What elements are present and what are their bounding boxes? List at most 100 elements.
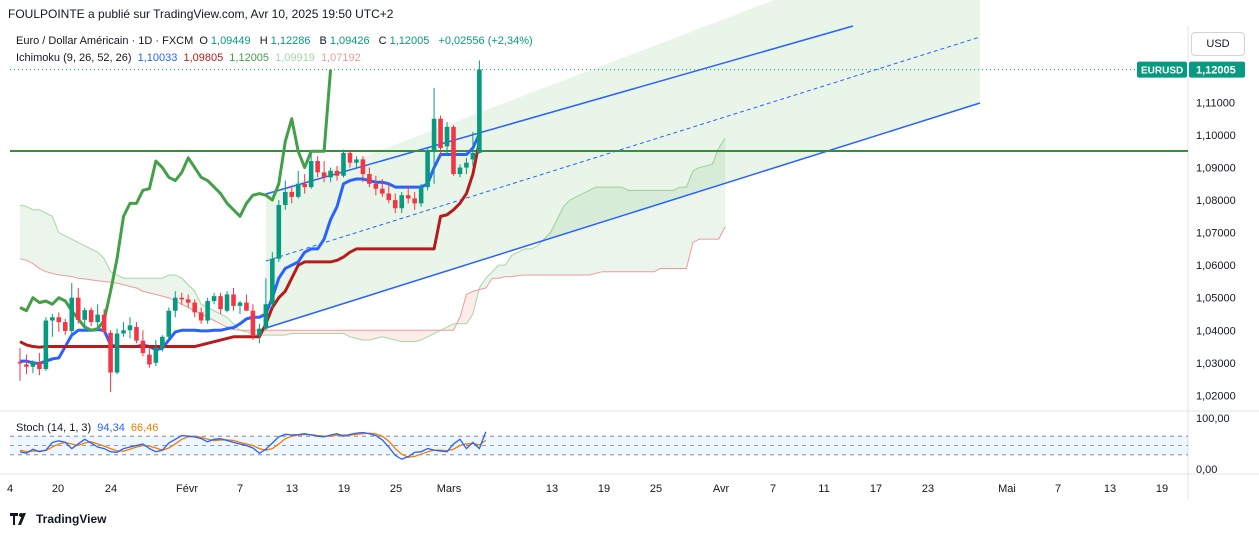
- price-tag-value-bg: [1189, 61, 1245, 78]
- price-tick-label: 1,03000: [1196, 358, 1236, 370]
- cloud-segment: [602, 187, 609, 272]
- stoch-legend: Stoch (14, 1, 3) 94,34 66,46: [16, 422, 161, 434]
- stoch-label[interactable]: Stoch (14, 1, 3): [16, 422, 92, 434]
- candle-body: [451, 126, 456, 175]
- ichimoku-chikou-value: 1,12005: [229, 52, 270, 64]
- cloud-segment: [621, 187, 629, 272]
- candle-body: [147, 354, 152, 365]
- candle-body: [153, 348, 159, 363]
- candle-body: [30, 362, 36, 367]
- candle-body: [386, 193, 392, 201]
- cloud-segment: [557, 206, 564, 275]
- cloud-segment: [511, 252, 519, 277]
- candle-body: [295, 183, 301, 197]
- cloud-segment: [246, 330, 253, 334]
- senkou-b-line: [19, 226, 726, 331]
- candle-body: [270, 258, 275, 305]
- cloud-segment: [518, 248, 525, 276]
- price-tick-label: 1,11000: [1196, 97, 1235, 109]
- time-tick-label: 19: [1156, 483, 1168, 495]
- cloud-segment: [155, 278, 163, 297]
- candle-body: [276, 204, 282, 259]
- candle-body: [347, 152, 353, 163]
- tradingview-logo-icon: [10, 513, 26, 525]
- cloud-segment: [544, 232, 551, 275]
- candle-body: [211, 296, 217, 301]
- cloud-segment: [162, 274, 169, 298]
- stoch-d-value: 66,46: [130, 422, 159, 434]
- chikou-line: [19, 69, 333, 332]
- high-label: H: [259, 35, 268, 47]
- candle-body: [257, 328, 262, 336]
- cloud-segment: [505, 255, 512, 277]
- stoch-k-line: [19, 431, 487, 460]
- cloud-segment: [382, 330, 389, 339]
- cloud-segment: [447, 323, 454, 331]
- ichimoku-legend: Ichimoku (9, 26, 52, 26) 1,10033 1,09805…: [16, 52, 364, 64]
- cloud-segment: [421, 330, 428, 341]
- candle-body: [237, 302, 243, 306]
- ichimoku-label[interactable]: Ichimoku (9, 26, 52, 26): [16, 52, 132, 64]
- price-tag-symbol: EURUSD: [1141, 66, 1183, 77]
- cloud-segment: [104, 258, 111, 283]
- cloud-segment: [97, 252, 105, 282]
- candle-body: [425, 151, 430, 188]
- ichimoku-kijun-value: 1,09805: [183, 52, 224, 64]
- candle-body: [121, 330, 126, 334]
- cloud-segment: [343, 330, 350, 337]
- change-value: +0,02556 (+2,34%): [438, 35, 533, 47]
- candle-body: [179, 297, 185, 300]
- candle-body: [302, 183, 307, 188]
- candle-body: [399, 195, 405, 209]
- cloud-segment: [459, 294, 467, 324]
- time-tick-label: Févr: [176, 483, 198, 495]
- cloud-segment: [498, 265, 506, 279]
- candle-body: [321, 172, 327, 178]
- cloud-segment: [149, 278, 156, 295]
- cloud-segment: [65, 235, 72, 277]
- cloud-segment: [298, 330, 305, 334]
- candle-body: [37, 362, 42, 369]
- candle-body: [224, 294, 230, 311]
- candle-body: [392, 200, 398, 209]
- candle-body: [166, 310, 172, 337]
- cloud-segment: [324, 330, 331, 334]
- cloud-segment: [278, 330, 286, 336]
- ichimoku-senkou-b-value: 1,07192: [320, 52, 361, 64]
- candle-body: [75, 297, 81, 320]
- cloud-segment: [434, 330, 441, 334]
- cloud-segment: [550, 219, 558, 275]
- candle-body: [231, 294, 236, 306]
- symbol-name[interactable]: Euro / Dollar Américain · 1D · FXCM: [16, 35, 194, 47]
- cloud-segment: [337, 330, 344, 334]
- candle-body: [470, 152, 476, 160]
- cloud-segment: [408, 330, 415, 342]
- cloud-segment: [395, 330, 402, 342]
- time-tick-label: 19: [338, 483, 350, 495]
- cloud-segment: [628, 190, 635, 272]
- candle-body: [50, 317, 55, 321]
- price-tick-label: 1,02000: [1196, 390, 1236, 402]
- candle-body: [464, 162, 469, 168]
- time-tick-label: Mai: [998, 483, 1016, 495]
- high-value: 1,12286: [270, 35, 311, 47]
- cloud-segment: [311, 330, 318, 334]
- candle-body: [341, 152, 346, 176]
- cloud-segment: [285, 330, 292, 336]
- time-tick-label: 25: [650, 483, 662, 495]
- cloud-segment: [667, 190, 674, 269]
- time-tick-label: 7: [1055, 483, 1061, 495]
- candle-body: [250, 310, 256, 336]
- cloud-segment: [375, 330, 383, 339]
- cloud-segment: [479, 278, 486, 290]
- cloud-segment: [660, 190, 667, 269]
- cloud-segment: [569, 196, 577, 275]
- cloud-segment: [427, 330, 435, 337]
- cloud-segment: [175, 274, 182, 305]
- currency-button[interactable]: USD: [1191, 32, 1245, 56]
- time-axis: 4 20 24 Févr 7 13 19 25 Mars 13 19 25 Avr 7 11 17 23 Mai 7…: [7, 483, 1168, 495]
- cloud-segment: [466, 291, 473, 324]
- cloud-segment: [142, 278, 150, 293]
- candle-body: [108, 332, 113, 373]
